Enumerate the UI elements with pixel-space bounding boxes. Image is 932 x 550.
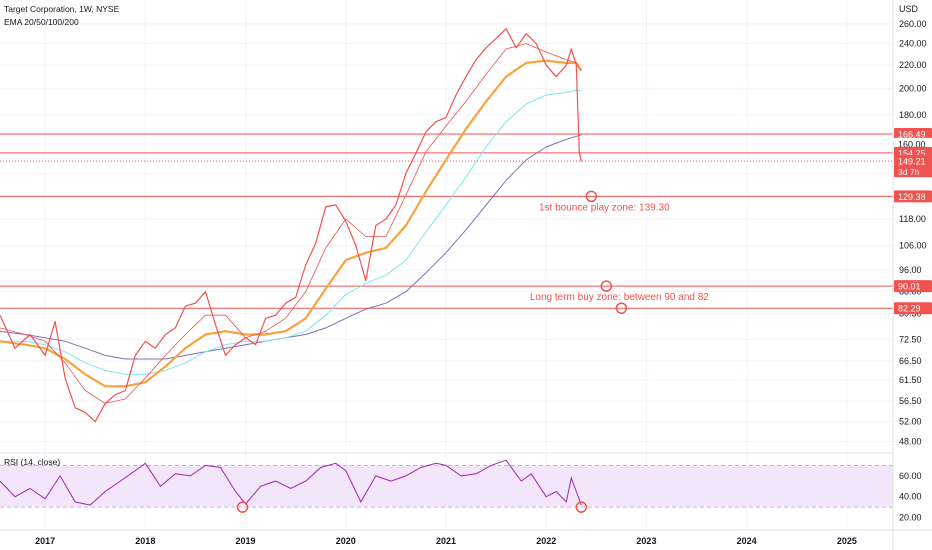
price-badge-label: 90.01 — [898, 282, 921, 292]
y-tick-label: 240.00 — [899, 39, 927, 49]
y-tick-label: 180.00 — [899, 110, 927, 120]
rsi-panel — [0, 459, 893, 513]
time-axis[interactable]: 2017 2018 2019 2020 2021 2022 2023 2024 2025 — [35, 536, 857, 546]
countdown-label: 3d 7h — [898, 167, 920, 177]
price-badge — [894, 280, 932, 293]
series-line-ema-100 — [0, 89, 582, 375]
x-tick-label: 2021 — [436, 536, 456, 546]
y-tick-label: 96.00 — [899, 265, 922, 275]
rsi-tick-label: 20.00 — [899, 513, 922, 523]
x-tick-label: 2025 — [837, 536, 857, 546]
price-badge-label: 160.00 — [898, 139, 926, 149]
price-badge-label: 166.49 — [898, 130, 926, 140]
y-tick-label: 48.00 — [899, 436, 922, 446]
price-badge — [894, 137, 932, 150]
series-line-ema-50 — [0, 59, 583, 388]
grid-lines — [0, 0, 932, 531]
annotation-circle — [615, 302, 628, 314]
series-lines — [0, 28, 583, 423]
annotation-label: 1st bounce play zone: 139.30 — [539, 202, 670, 213]
annotation-circle — [585, 190, 598, 203]
price-badge-label: 154.25 — [898, 148, 926, 158]
rsi-line — [0, 459, 582, 506]
y-tick-label: 106.00 — [899, 241, 927, 251]
y-tick-label: 66.50 — [899, 356, 922, 366]
y-tick-label: 260.00 — [899, 19, 927, 29]
price-axis[interactable]: USD48.0052.0056.5061.5066.5072.5080.5088… — [892, 0, 932, 550]
price-badge-label: 129.38 — [898, 192, 926, 202]
rsi-band — [0, 465, 893, 508]
rsi-annotation-circle — [575, 501, 588, 513]
x-tick-label: 2017 — [35, 536, 55, 546]
y-tick-label: 52.00 — [899, 417, 922, 427]
price-badge-label: 149.21 — [898, 157, 926, 167]
countdown-badge — [894, 166, 932, 178]
x-tick-label: 2022 — [536, 536, 556, 546]
price-badge-label: 82.29 — [898, 304, 921, 314]
rsi-label: RSI (14, close) — [4, 457, 61, 467]
y-tick-label: 56.50 — [899, 396, 922, 406]
currency-label: USD — [899, 4, 919, 14]
y-tick-label: 200.00 — [899, 84, 927, 94]
x-tick-label: 2019 — [236, 536, 256, 546]
x-tick-label: 2018 — [135, 536, 155, 546]
y-tick-label: 118.00 — [899, 214, 926, 224]
horizontal-levels — [0, 133, 893, 309]
x-tick-label: 2023 — [636, 536, 656, 546]
series-line-price — [0, 28, 582, 423]
y-tick-label: 72.50 — [899, 335, 922, 345]
price-badge — [894, 302, 932, 315]
price-badge — [894, 155, 932, 168]
y-tick-label: 61.50 — [899, 375, 922, 385]
annotations: 1st bounce play zone: 139.30 Long term bu… — [530, 190, 709, 314]
rsi-annotation-circle — [236, 501, 249, 513]
x-tick-label: 2020 — [336, 536, 356, 546]
chart-title: Target Corporation, 1W, NYSE — [4, 4, 120, 14]
annotation-label: Long term buy zone: between 90 and 82 — [530, 292, 709, 303]
indicator-label: EMA 20/50/100/200 — [4, 17, 79, 27]
rsi-tick-label: 60.00 — [899, 471, 922, 481]
x-tick-label: 2024 — [737, 536, 757, 546]
annotation-circle — [600, 280, 613, 292]
series-line-ema-200 — [0, 134, 582, 360]
price-badge — [894, 128, 932, 141]
y-tick-label: 220.00 — [899, 60, 927, 70]
price-badge — [894, 190, 932, 203]
rsi-tick-label: 40.00 — [899, 492, 922, 502]
